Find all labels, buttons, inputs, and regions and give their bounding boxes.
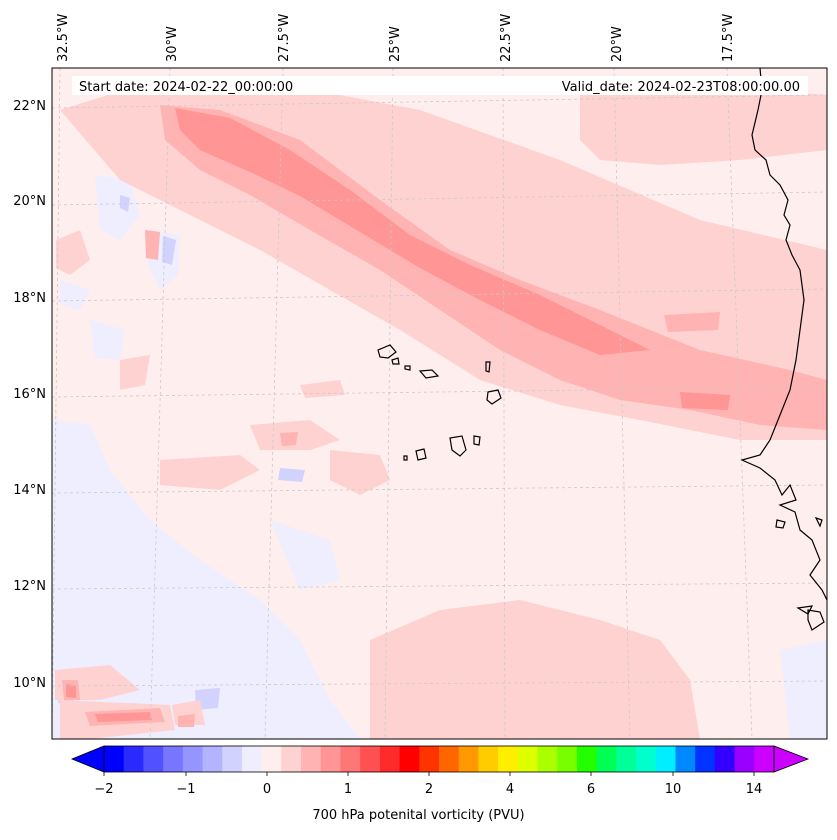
lon-label-27-5w: 27.5°W bbox=[277, 13, 292, 62]
colorbar-segment bbox=[419, 746, 440, 772]
colorbar-tick-label: 6 bbox=[586, 782, 596, 797]
start-date-label: Start date: 2024-02-22_00:00:00 bbox=[79, 80, 293, 95]
lat-label-16n: 16°N bbox=[13, 387, 46, 402]
valid-date-label: Valid_date: 2024-02-23T08:00:00.00 bbox=[562, 80, 800, 95]
colorbar-segment bbox=[557, 746, 578, 772]
colorbar-segment bbox=[478, 746, 499, 772]
colorbar-segment bbox=[340, 746, 361, 772]
cape-verde-islands bbox=[377, 344, 502, 461]
colorbar-segment bbox=[596, 746, 617, 772]
colorbar-segment bbox=[281, 746, 302, 772]
colorbar-frame bbox=[103, 745, 775, 773]
africa-coastline bbox=[740, 68, 827, 631]
lon-label-32-5w: 32.5°W bbox=[56, 13, 71, 62]
colorbar-segment bbox=[754, 746, 775, 772]
lon-label-20w: 20°W bbox=[610, 26, 625, 62]
canary-coast-bits bbox=[775, 516, 823, 529]
colorbar-segment bbox=[222, 746, 243, 772]
colorbar-segment bbox=[241, 746, 263, 772]
lat-label-12n: 12°N bbox=[13, 579, 46, 594]
lat-label-14n: 14°N bbox=[13, 483, 46, 498]
map-frame bbox=[51, 67, 828, 740]
colorbar-tick-label: −2 bbox=[94, 782, 114, 797]
colorbar-extend-under bbox=[70, 745, 105, 773]
colorbar-segment bbox=[636, 746, 657, 772]
colorbar-segment bbox=[498, 746, 519, 772]
colorbar-segment bbox=[458, 746, 479, 772]
colorbar-segment bbox=[714, 746, 736, 772]
colorbar-tick-label: 4 bbox=[505, 782, 515, 797]
colorbar-segment bbox=[655, 746, 676, 772]
colorbar-segment bbox=[537, 746, 558, 772]
colorbar-tick-label: −1 bbox=[176, 782, 196, 797]
colorbar-segment bbox=[399, 746, 420, 772]
lon-label-17-5w: 17.5°W bbox=[721, 13, 736, 62]
graticule bbox=[52, 68, 827, 739]
colorbar-segment bbox=[695, 746, 716, 772]
colorbar-tick-label: 1 bbox=[343, 782, 353, 797]
colorbar-tick-label: 10 bbox=[664, 782, 682, 797]
lon-label-30w: 30°W bbox=[165, 26, 180, 62]
colorbar-segment bbox=[675, 746, 696, 772]
colorbar-segment bbox=[261, 746, 282, 772]
colorbar-segment bbox=[123, 746, 144, 772]
colorbar-segment bbox=[320, 746, 341, 772]
colorbar-segment bbox=[379, 746, 401, 772]
colorbar-segment bbox=[616, 746, 637, 772]
colorbar-segment bbox=[104, 746, 125, 772]
colorbar-segment bbox=[182, 746, 204, 772]
colorbar-segment bbox=[202, 746, 223, 772]
colorbar-tick-label: 0 bbox=[262, 782, 272, 797]
colorbar-segment bbox=[163, 746, 184, 772]
colorbar-segment bbox=[734, 746, 755, 772]
colorbar-segment bbox=[360, 746, 381, 772]
colorbar-segment bbox=[301, 746, 322, 772]
date-banner bbox=[72, 76, 808, 95]
colorbar-segment bbox=[517, 746, 539, 772]
lat-label-18n: 18°N bbox=[13, 291, 46, 306]
colorbar-segment bbox=[576, 746, 598, 772]
colorbar-segment bbox=[439, 746, 460, 772]
lat-label-10n: 10°N bbox=[13, 676, 46, 691]
lat-label-22n: 22°N bbox=[13, 99, 46, 114]
colorbar-extend-over bbox=[773, 745, 810, 773]
lat-label-20n: 20°N bbox=[13, 194, 46, 209]
colorbar bbox=[70, 745, 810, 776]
colorbar-tick-label: 14 bbox=[745, 782, 763, 797]
pv-positive-strong bbox=[66, 108, 730, 722]
lon-label-22-5w: 22.5°W bbox=[499, 13, 514, 62]
colorbar-tick-label: 2 bbox=[424, 782, 434, 797]
pv-negative-weak bbox=[52, 175, 827, 739]
lon-label-25w: 25°W bbox=[388, 26, 403, 62]
colorbar-segment bbox=[143, 746, 164, 772]
colorbar-title: 700 hPa potenital vorticity (PVU) bbox=[312, 808, 525, 823]
pv-field bbox=[52, 68, 827, 739]
